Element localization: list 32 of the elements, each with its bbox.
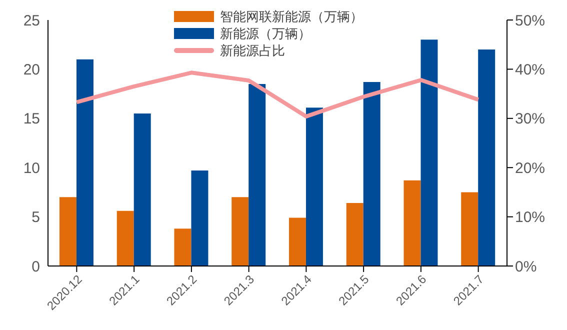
y-tick-label: 0 bbox=[32, 258, 40, 276]
y-tick-label: 5 bbox=[32, 209, 40, 226]
bar bbox=[478, 50, 496, 266]
y2-tick-label: 40% bbox=[515, 62, 546, 79]
bar bbox=[346, 203, 364, 266]
y2-tick-label: 0% bbox=[515, 258, 537, 276]
bar bbox=[404, 180, 421, 266]
bar bbox=[363, 82, 380, 266]
bar bbox=[306, 108, 323, 266]
y2-tick-label: 30% bbox=[515, 110, 546, 128]
bar bbox=[288, 218, 306, 266]
bar bbox=[116, 210, 134, 266]
line-series bbox=[74, 70, 480, 118]
y-tick-label: 20 bbox=[23, 62, 40, 79]
bar bbox=[134, 113, 151, 266]
bar bbox=[174, 228, 192, 266]
legend-label: 新能源（万辆） bbox=[220, 25, 311, 42]
bar bbox=[248, 84, 266, 266]
bar bbox=[191, 170, 208, 266]
bar bbox=[461, 192, 478, 266]
y-tick-label: 25 bbox=[23, 12, 40, 30]
y-tick-label: 15 bbox=[23, 110, 40, 128]
y2-tick-label: 10% bbox=[515, 209, 546, 226]
bar bbox=[76, 59, 94, 266]
y2-tick-label: 50% bbox=[515, 12, 546, 30]
legend-label: 智能网联新能源（万辆） bbox=[220, 8, 363, 25]
bar bbox=[420, 40, 438, 266]
legend-label: 新能源占比 bbox=[220, 42, 285, 59]
y-tick-label: 10 bbox=[23, 160, 40, 177]
y2-tick-label: 20% bbox=[515, 160, 546, 177]
bar bbox=[232, 197, 249, 266]
bar bbox=[59, 197, 76, 266]
